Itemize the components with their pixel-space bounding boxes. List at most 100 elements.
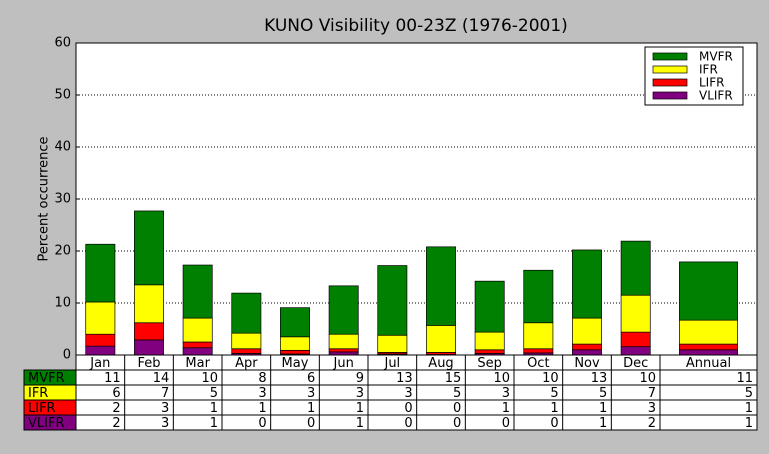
bar-segment [134, 322, 164, 341]
table-cell: 2 [112, 416, 120, 431]
table-cell: 3 [404, 386, 412, 401]
bar-segment [474, 349, 505, 354]
table-cell: 1 [356, 416, 364, 431]
table-cell: 1 [599, 401, 607, 416]
table-cell: 1 [356, 401, 364, 416]
table-cell: 13 [591, 371, 608, 386]
bar-segment [182, 341, 213, 349]
table-row-label: IFR [28, 386, 48, 401]
table-cell: 2 [112, 401, 120, 416]
bar-segment [474, 331, 505, 351]
table-cell: 7 [161, 386, 169, 401]
x-tick-label: Jul [383, 356, 400, 371]
table-cell: 2 [648, 416, 656, 431]
bar-segment [85, 333, 116, 347]
table-cell: 0 [502, 416, 510, 431]
bar-segment [620, 240, 651, 296]
y-tick-label: 40 [54, 140, 71, 155]
table-cell: 1 [599, 416, 607, 431]
table-cell: 5 [550, 386, 558, 401]
bar-segment [620, 294, 651, 333]
bar-segment [426, 246, 456, 326]
table-row-label: VLIFR [28, 416, 64, 431]
x-tick-label: Nov [574, 356, 600, 371]
y-tick-label: 60 [54, 36, 71, 51]
x-tick-label: Dec [623, 356, 648, 371]
table-cell: 0 [550, 416, 558, 431]
x-tick-label: Sep [477, 356, 502, 371]
table-cell: 1 [502, 401, 510, 416]
bar-segment [134, 284, 164, 324]
table-cell: 8 [258, 371, 266, 386]
y-tick-label: 10 [54, 296, 71, 311]
y-tick-label: 20 [54, 244, 71, 259]
table-cell: 0 [453, 416, 461, 431]
table-cell: 1 [210, 401, 218, 416]
legend-label: IFR [699, 63, 718, 77]
bar-segment [280, 336, 310, 351]
bar-segment [679, 349, 738, 356]
table-cell: 0 [453, 401, 461, 416]
x-tick-label: May [282, 356, 309, 371]
bar-segment [426, 325, 456, 353]
table-cell: 1 [307, 401, 315, 416]
legend-swatch [652, 91, 688, 100]
x-tick-label: Jun [333, 356, 354, 371]
table-cell: 1 [258, 401, 266, 416]
table-cell: 1 [745, 416, 753, 431]
bar-segment [182, 347, 213, 356]
bar-segment [377, 265, 408, 336]
table-cell: 1 [745, 401, 753, 416]
table-cell: 7 [648, 386, 656, 401]
table-cell: 3 [258, 386, 266, 401]
y-tick-label: 30 [54, 192, 71, 207]
bar-segment [679, 319, 738, 345]
bar-segment [182, 264, 213, 319]
bar-segment [85, 301, 116, 335]
bar-segment [134, 339, 164, 356]
y-tick-label: 0 [63, 348, 71, 363]
table-cell: 9 [356, 371, 364, 386]
bar-segment [280, 307, 310, 338]
bar-segment [523, 322, 554, 350]
y-tick-label: 50 [54, 88, 71, 103]
x-tick-label: Oct [527, 356, 549, 371]
table-cell: 1 [210, 416, 218, 431]
table-cell: 1 [550, 401, 558, 416]
bar-segment [182, 317, 213, 343]
table-cell: 3 [161, 416, 169, 431]
bar-segment [620, 331, 651, 348]
table-cell: 0 [258, 416, 266, 431]
table-cell: 6 [307, 371, 315, 386]
table-cell: 3 [307, 386, 315, 401]
bar-segment [231, 348, 262, 354]
bar-segment [572, 249, 602, 319]
legend-swatch [652, 52, 688, 61]
bar-segment [328, 333, 359, 350]
bar-segment [523, 348, 554, 354]
y-axis-label: Percent occurrence [37, 136, 52, 261]
table-row-label: MVFR [28, 371, 65, 386]
bar-segment [328, 285, 359, 335]
legend-swatch [652, 65, 688, 74]
x-tick-label: Mar [185, 356, 210, 371]
table-cell: 3 [502, 386, 510, 401]
table-cell: 3 [356, 386, 364, 401]
table-cell: 10 [542, 371, 559, 386]
table-cell: 0 [404, 416, 412, 431]
bar-segment [572, 317, 602, 345]
bar-segment [572, 349, 602, 356]
bar-segment [134, 210, 164, 286]
x-tick-label: Apr [235, 356, 258, 371]
bar-segment [280, 349, 310, 355]
table-cell: 11 [736, 371, 753, 386]
table-cell: 5 [745, 386, 753, 401]
bar-segment [231, 292, 262, 334]
x-tick-label: Annual [686, 356, 731, 371]
legend-label: VLIFR [699, 89, 733, 103]
table-cell: 11 [104, 371, 121, 386]
bar-segment [620, 346, 651, 356]
table-cell: 10 [201, 371, 218, 386]
table-cell: 6 [112, 386, 120, 401]
bar-segment [231, 332, 262, 350]
